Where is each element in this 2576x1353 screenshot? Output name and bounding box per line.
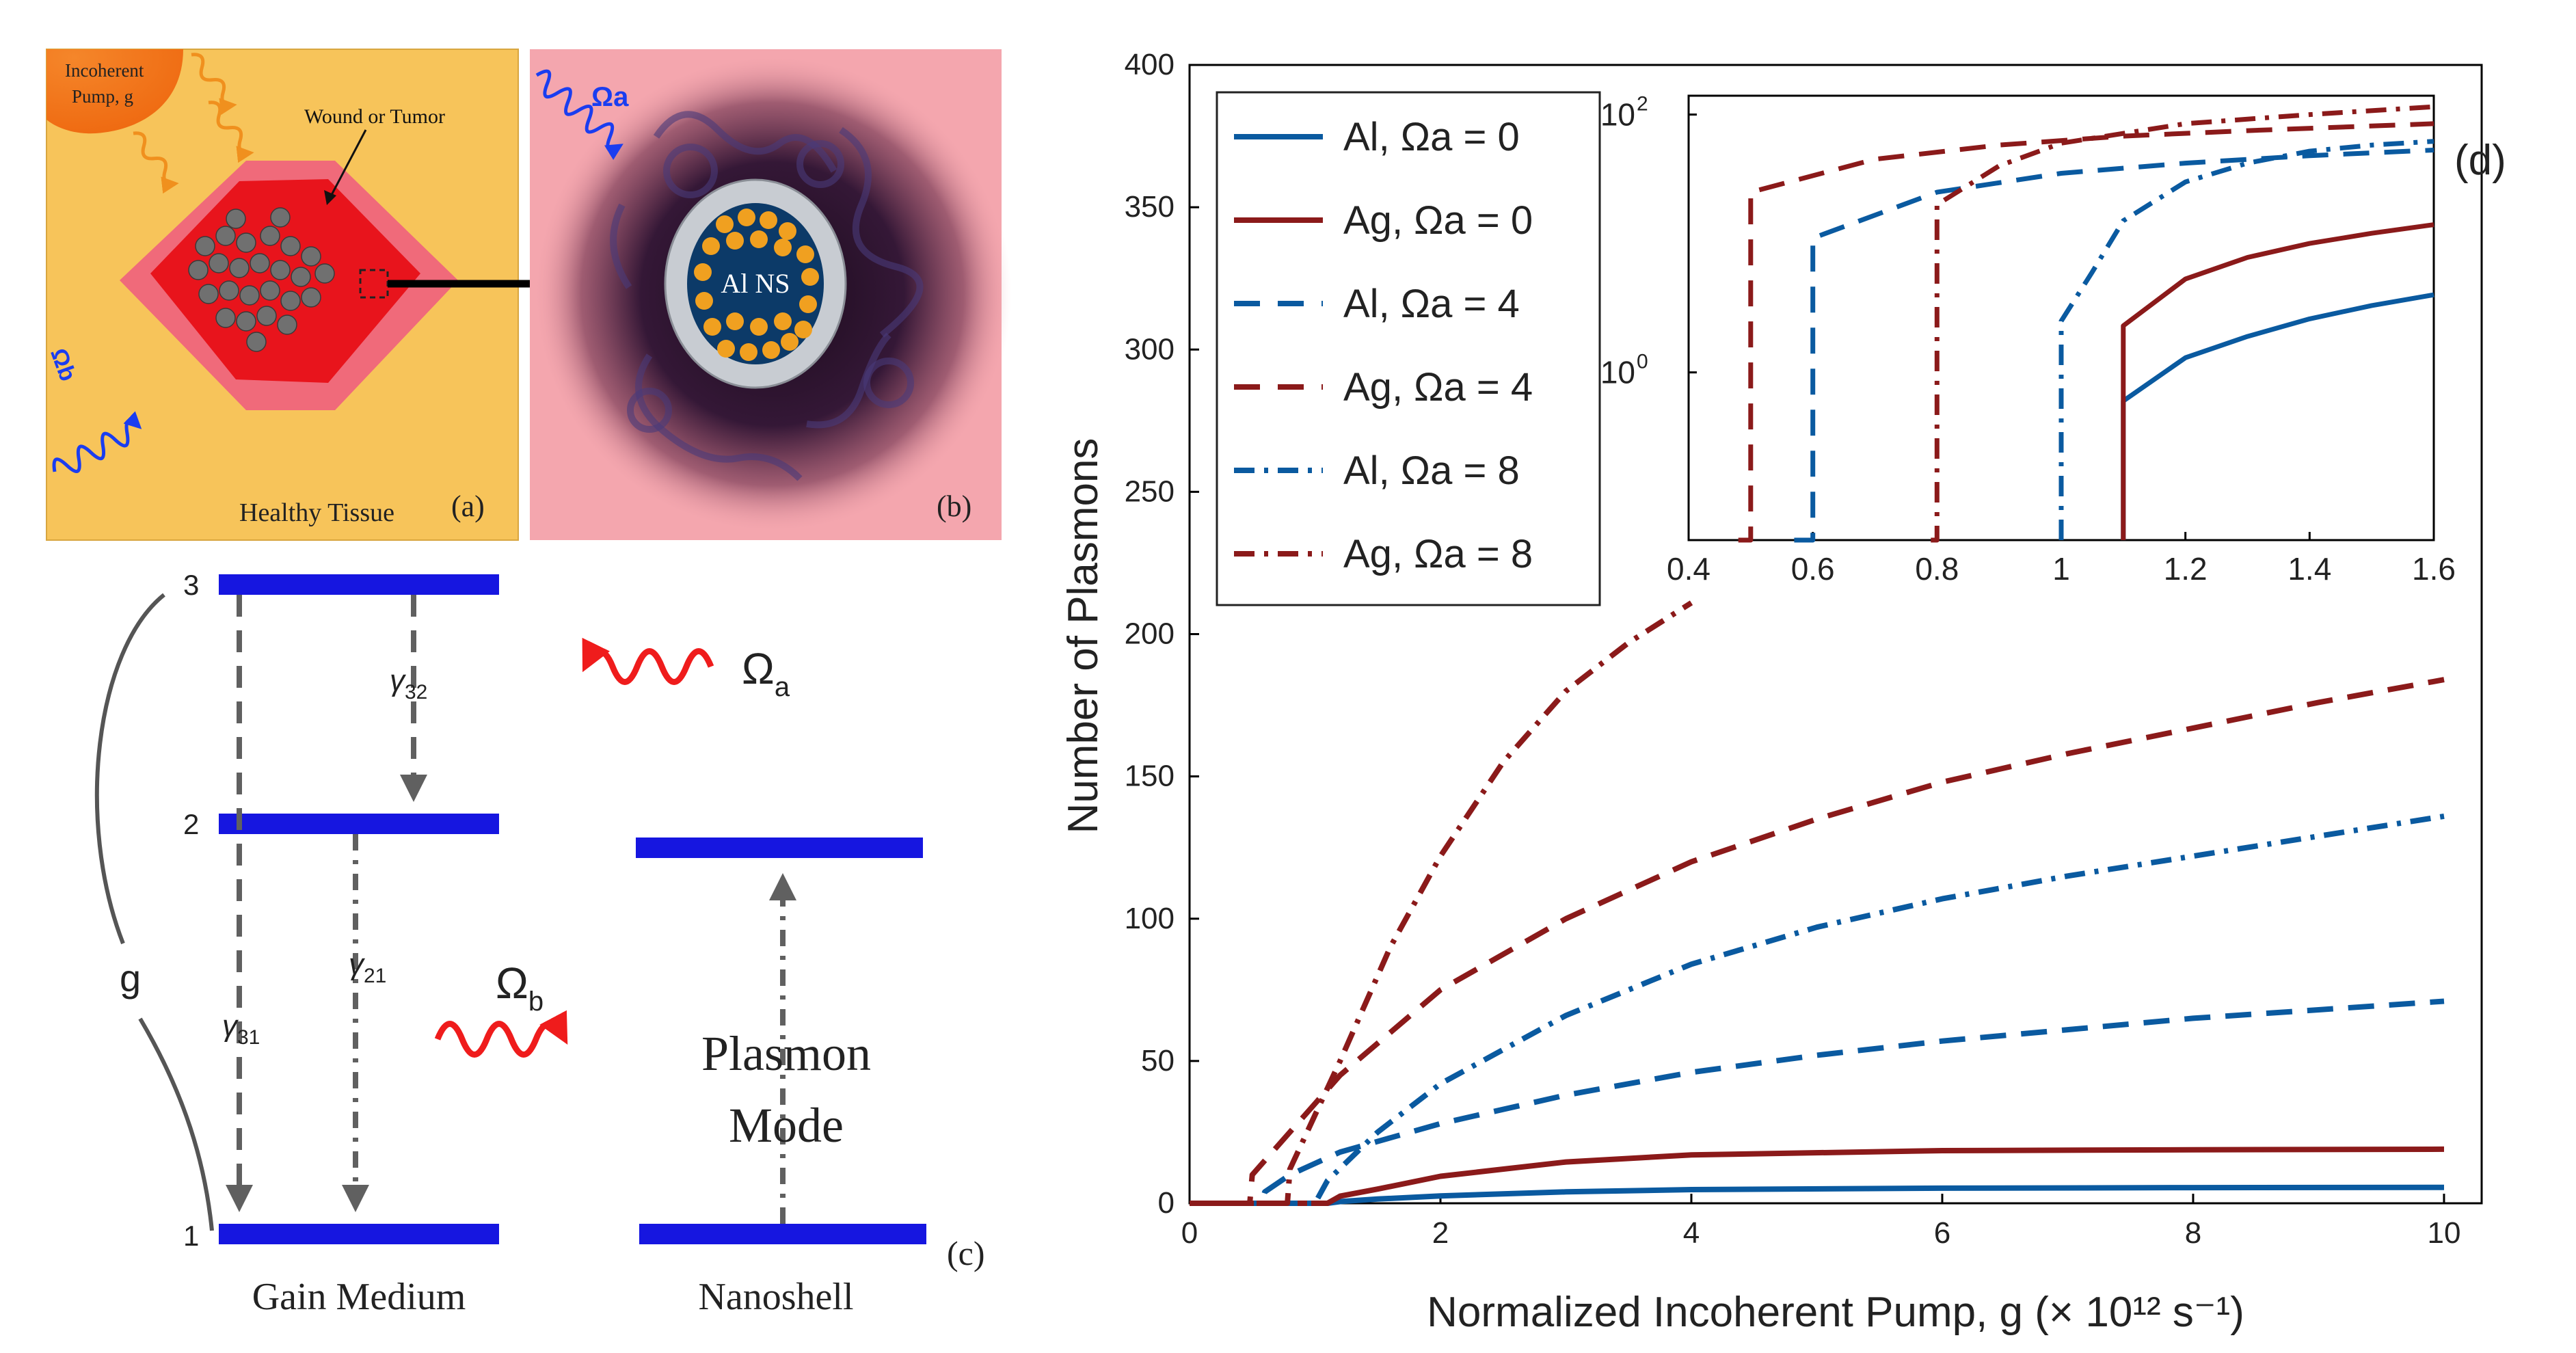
y-tick-label: 200 <box>1125 617 1175 651</box>
level-2-bar <box>219 814 499 834</box>
omega-a-wave-b <box>535 69 623 160</box>
y-tick-label: 350 <box>1125 190 1175 224</box>
panel-b: Al NS Ωa (b) <box>530 49 1012 540</box>
level-1-bar <box>219 1224 499 1244</box>
legend-label: Ag, Ωa = 0 <box>1343 198 1533 243</box>
plasmon-upper-bar <box>636 838 923 858</box>
legend: Al, Ωa = 0 Ag, Ωa = 0 Al, Ωa = 4 Ag, Ωa = 4… <box>1234 115 1533 576</box>
pump-waves <box>133 53 254 194</box>
panel-d-letter: (d) <box>2454 137 2506 184</box>
panel-a: Incoherent Pump, g Wound or Tumor Ωb <box>45 49 519 541</box>
y-tick-label: 250 <box>1125 474 1175 508</box>
inset-y-tick-label: 10 <box>1600 97 1635 133</box>
level-2-label: 2 <box>183 808 199 840</box>
legend-label: Al, Ωa = 8 <box>1343 448 1520 493</box>
series-line-ag-solid <box>1190 1146 2445 1206</box>
x-axis-label: Normalized Incoherent Pump, g (× 10¹² s⁻… <box>1427 1289 2244 1336</box>
panel-b-letter: (b) <box>937 490 971 523</box>
nanoshell-label-c: Nanoshell <box>698 1276 853 1318</box>
inset-series-line-ag-dashed <box>1738 121 2434 543</box>
main-series <box>1190 600 2445 1206</box>
panel-a-letter: (a) <box>451 490 485 523</box>
inset-series-line-al-dashed <box>1794 148 2434 543</box>
protein-ribbons <box>610 111 924 481</box>
omega-a-label-c: Ωa <box>742 644 790 702</box>
g-pump-label: g <box>120 956 141 1000</box>
level-3-label: 3 <box>183 569 199 601</box>
x-tick-label: 2 <box>1432 1216 1449 1250</box>
pump-label-line1: Incoherent <box>65 60 144 81</box>
x-tick-label: 8 <box>2185 1216 2201 1250</box>
y-tick-label: 300 <box>1125 332 1175 366</box>
series-line-ag-dashdot <box>1190 600 1693 1206</box>
omega-b-label-c: Ωb <box>496 959 544 1017</box>
y-axis-ticks: 0 50 100 150 200 250 300 350 400 <box>1125 48 1199 1220</box>
gamma31-label: γ31 <box>222 1009 260 1049</box>
pump-source <box>46 49 183 134</box>
wound-pointer <box>330 129 367 196</box>
y-tick-label: 150 <box>1125 760 1175 793</box>
panel-c: 3 2 1 γ32 γ21 γ31 g Ωa Ωb Plasmon Mode G… <box>94 569 985 1318</box>
plasmon-mode-line2: Mode <box>729 1098 844 1153</box>
nanoshell-label: Al NS <box>721 268 790 299</box>
y-tick-label: 100 <box>1125 902 1175 935</box>
legend-box <box>1216 91 1601 606</box>
legend-label: Al, Ωa = 0 <box>1343 115 1520 159</box>
pump-label-line2: Pump, g <box>72 86 133 107</box>
level-3-bar <box>219 574 499 595</box>
healthy-tissue-label: Healthy Tissue <box>239 498 394 527</box>
pump-bracket <box>94 593 214 1231</box>
inset-series-line-ag-solid <box>2121 222 2434 540</box>
inset-y-tick-exponent: 2 <box>1637 93 1648 116</box>
x-tick-label: 4 <box>1683 1216 1700 1250</box>
inset-y-tick-label: 10 <box>1600 355 1635 390</box>
legend-label: Ag, Ωa = 4 <box>1343 365 1533 410</box>
inset-x-tick-label: 0.6 <box>1791 551 1835 587</box>
y-tick-label: 400 <box>1125 48 1175 81</box>
inset-series-line-al-dashdot <box>2058 139 2434 540</box>
level-1-label: 1 <box>183 1220 199 1252</box>
series-line-ag-dashed <box>1190 677 2445 1206</box>
omega-a-wave-c <box>582 637 714 685</box>
wound-pointer-head <box>324 190 336 205</box>
wound-label: Wound or Tumor <box>304 105 445 128</box>
x-axis-ticks: 0 2 4 6 8 10 <box>1181 1194 2460 1250</box>
legend-label: Ag, Ωa = 8 <box>1343 532 1533 576</box>
inset-series-line-ag-dashdot <box>1931 104 2434 543</box>
inset-x-tick-label: 0.8 <box>1915 551 1959 587</box>
x-tick-label: 10 <box>2427 1216 2460 1250</box>
inset-series <box>1738 104 2434 543</box>
inset-x-tick-label: 1.2 <box>2164 551 2208 587</box>
y-axis-label: Number of Plasmons <box>1060 438 1107 834</box>
inset-x-tick-label: 0.4 <box>1667 551 1710 587</box>
inset-x-tick-label: 1 <box>2052 551 2070 587</box>
inset-x-tick-label: 1.4 <box>2287 551 2331 587</box>
series-line-al-dashdot <box>1190 813 2445 1206</box>
gamma21-label: γ21 <box>349 948 386 987</box>
omega-b-wave-c <box>434 1010 568 1058</box>
legend-label: Al, Ωa = 4 <box>1343 282 1520 326</box>
inset-x-tick-label: 1.6 <box>2412 551 2456 587</box>
series-line-al-dashed <box>1190 998 2445 1206</box>
omega-b-wave <box>52 411 142 473</box>
plasmon-mode-line1: Plasmon <box>701 1026 871 1081</box>
gamma32-label: γ32 <box>390 664 427 704</box>
omega-a-label-b: Ωa <box>591 82 629 112</box>
y-tick-label: 50 <box>1141 1044 1175 1077</box>
panel-c-letter: (c) <box>947 1234 985 1272</box>
plasmon-lower-bar <box>639 1224 926 1244</box>
nanoshell-cluster <box>188 207 335 352</box>
y-tick-label: 0 <box>1158 1186 1175 1220</box>
gain-medium-label: Gain Medium <box>252 1276 466 1318</box>
gain-molecules <box>694 209 819 361</box>
x-tick-label: 0 <box>1181 1216 1198 1250</box>
x-tick-label: 6 <box>1934 1216 1950 1250</box>
inset-y-tick-exponent: 0 <box>1637 351 1648 373</box>
